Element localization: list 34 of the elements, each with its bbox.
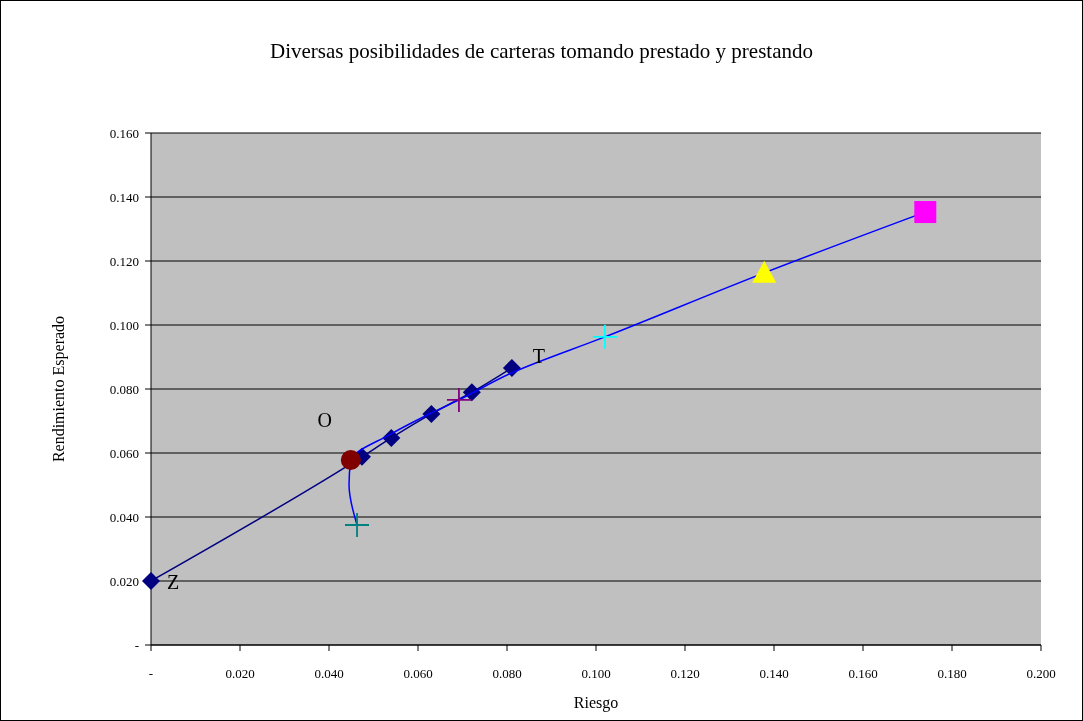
annotation: T xyxy=(532,344,545,367)
y-tick-label: 0.060 xyxy=(109,445,139,461)
y-axis-title: Rendimiento Esperado xyxy=(50,315,68,463)
x-tick-label: 0.180 xyxy=(937,666,967,681)
x-tick-label: 0.120 xyxy=(670,666,700,681)
x-tick-label: 0.060 xyxy=(403,666,433,681)
x-tick-label: 0.100 xyxy=(581,666,611,681)
y-tick-label: 0.160 xyxy=(109,125,139,141)
x-tick-label: 0.080 xyxy=(492,666,522,681)
x-tick-label: - xyxy=(148,666,154,681)
chart-title: Diversas posibilidades de carteras tomando prestado y prestando xyxy=(270,39,813,63)
y-tick-label: 0.140 xyxy=(109,189,139,205)
point xyxy=(340,450,361,471)
annotation: O xyxy=(317,409,333,432)
x-axis-title: Riesgo xyxy=(573,694,619,712)
y-tick-label: 0.100 xyxy=(109,317,139,333)
x-tick-label: 0.140 xyxy=(759,666,789,681)
x-tick-label: 0.200 xyxy=(1026,666,1056,681)
x-tick-label: 0.020 xyxy=(225,666,255,681)
point xyxy=(345,513,370,537)
y-tick-label: 0.080 xyxy=(109,381,139,397)
y-tick-label: 0.120 xyxy=(109,253,139,269)
x-tick-label: 0.160 xyxy=(848,666,878,681)
y-tick-label: 0.020 xyxy=(109,573,139,589)
point xyxy=(142,572,160,590)
point xyxy=(752,260,777,283)
point xyxy=(914,201,937,224)
point xyxy=(446,387,471,412)
annotation: Z xyxy=(166,571,180,593)
x-tick-label: 0.040 xyxy=(314,666,344,681)
point xyxy=(592,324,617,349)
point xyxy=(502,358,521,377)
y-tick-label: 0.040 xyxy=(109,509,139,525)
y-tick-label: - xyxy=(134,637,139,653)
